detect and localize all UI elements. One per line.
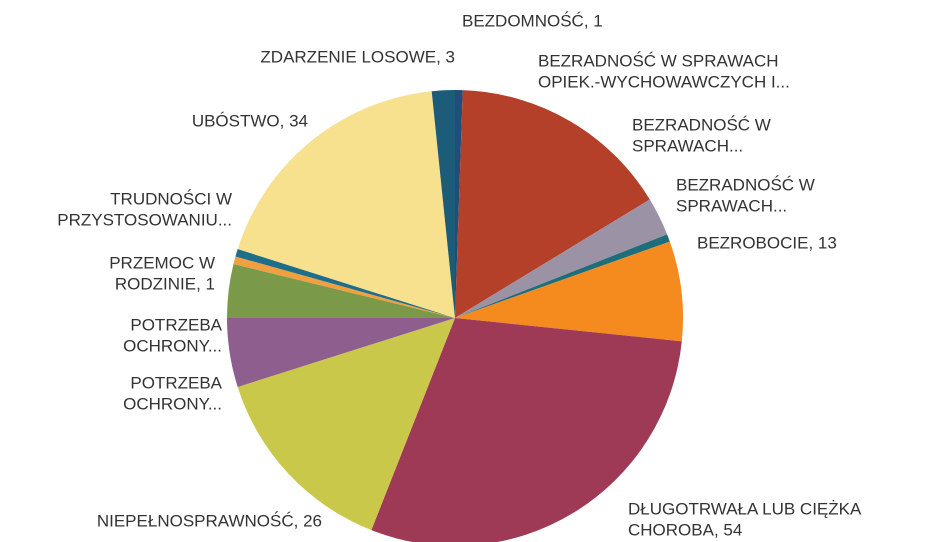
slice-label: TRUDNOŚCI W xyxy=(110,189,232,208)
slice-label: DŁUGOTRWAŁA LUB CIĘŻKA xyxy=(628,499,862,518)
pie-slice xyxy=(455,241,684,342)
pie-slice xyxy=(431,90,455,318)
slice-label: OCHRONY... xyxy=(123,394,222,413)
pie-slice xyxy=(227,264,455,318)
pie-slice xyxy=(235,249,455,318)
slice-label: BEZRADNOŚĆ W SPRAWACH xyxy=(538,51,779,70)
slice-label: POTRZEBA xyxy=(130,373,222,392)
pie-slice xyxy=(237,318,455,531)
slice-label: RODZINIE, 1 xyxy=(115,274,215,293)
slice-label: UBÓSTWO, 34 xyxy=(192,111,308,130)
pie-slice xyxy=(237,91,455,318)
slice-label: SPRAWACH... xyxy=(676,196,787,215)
pie-slice xyxy=(455,90,463,318)
pie-slice xyxy=(233,256,455,318)
slice-label: SPRAWACH... xyxy=(632,136,743,155)
slice-label: BEZRADNOŚĆ W xyxy=(632,115,771,134)
pie-slice xyxy=(371,318,682,542)
slice-label: BEZRADNOŚĆ W xyxy=(676,175,815,194)
slice-label: POTRZEBA xyxy=(130,315,222,334)
slice-label: NIEPEŁNOSPRAWNOŚĆ, 26 xyxy=(97,511,322,530)
slice-label: PRZEMOC W xyxy=(109,253,215,272)
slice-label: BEZDOMNOŚĆ, 1 xyxy=(462,11,603,30)
slice-label: ZDARZENIE LOSOWE, 3 xyxy=(260,47,455,66)
pie-slice xyxy=(455,90,650,318)
pie-slice xyxy=(227,318,455,387)
pie-slice xyxy=(455,199,668,318)
pie-slice xyxy=(455,234,670,318)
slice-label: CHOROBA, 54 xyxy=(628,520,742,539)
slice-label: PRZYSTOSOWANIU... xyxy=(57,210,232,229)
slice-label: OPIEK.-WYCHOWAWCZYCH I... xyxy=(538,72,790,91)
slice-label: OCHRONY... xyxy=(123,336,222,355)
slice-label: BEZROBOCIE, 13 xyxy=(697,233,837,252)
